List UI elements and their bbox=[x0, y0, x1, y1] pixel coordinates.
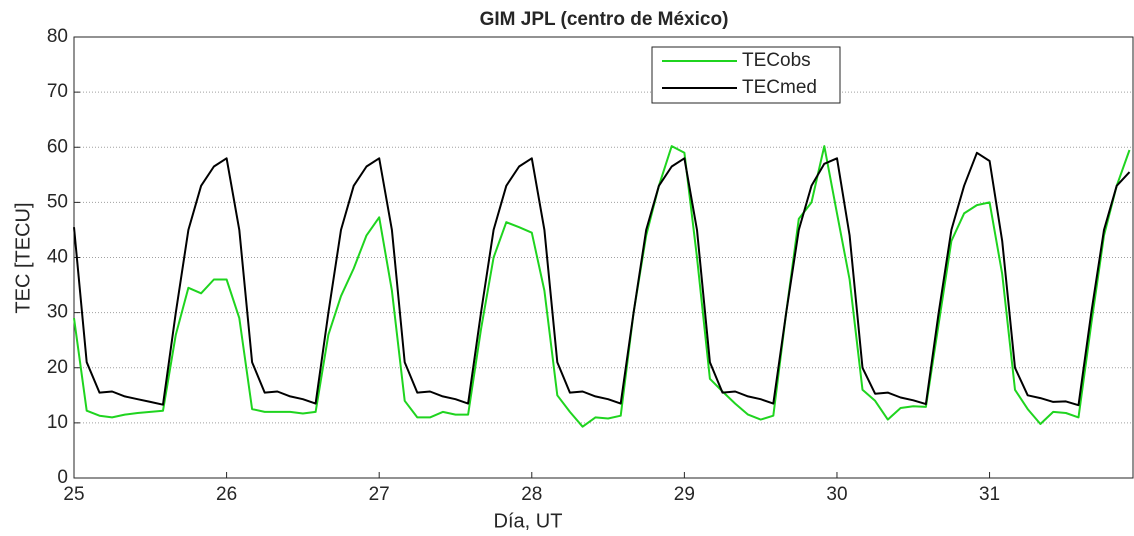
x-tick-label: 25 bbox=[63, 484, 84, 505]
x-tick-label: 31 bbox=[979, 484, 1000, 505]
y-tick-label: 10 bbox=[47, 412, 68, 433]
y-tick-label: 80 bbox=[47, 26, 68, 47]
x-tick-label: 27 bbox=[369, 484, 390, 505]
y-tick-label: 0 bbox=[57, 467, 68, 488]
legend-label: TECobs bbox=[742, 50, 811, 71]
x-tick-label: 29 bbox=[674, 484, 695, 505]
x-axis-label: Día, UT bbox=[494, 510, 563, 532]
y-tick-label: 60 bbox=[47, 136, 68, 157]
y-tick-label: 70 bbox=[47, 81, 68, 102]
x-tick-label: 28 bbox=[521, 484, 542, 505]
x-tick-label: 26 bbox=[216, 484, 237, 505]
y-tick-label: 30 bbox=[47, 302, 68, 323]
legend-label: TECmed bbox=[742, 77, 817, 98]
data-line bbox=[73, 151, 1131, 407]
chart-title: GIM JPL (centro de México) bbox=[480, 9, 729, 30]
y-axis-label: TEC [TECU] bbox=[12, 202, 34, 313]
data-line bbox=[73, 145, 1131, 428]
x-tick-label: 30 bbox=[826, 484, 847, 505]
legend-box bbox=[651, 46, 841, 104]
y-tick-label: 40 bbox=[47, 247, 68, 268]
y-tick-label: 20 bbox=[47, 357, 68, 378]
plot-frame bbox=[73, 36, 1134, 479]
y-tick-label: 50 bbox=[47, 191, 68, 212]
